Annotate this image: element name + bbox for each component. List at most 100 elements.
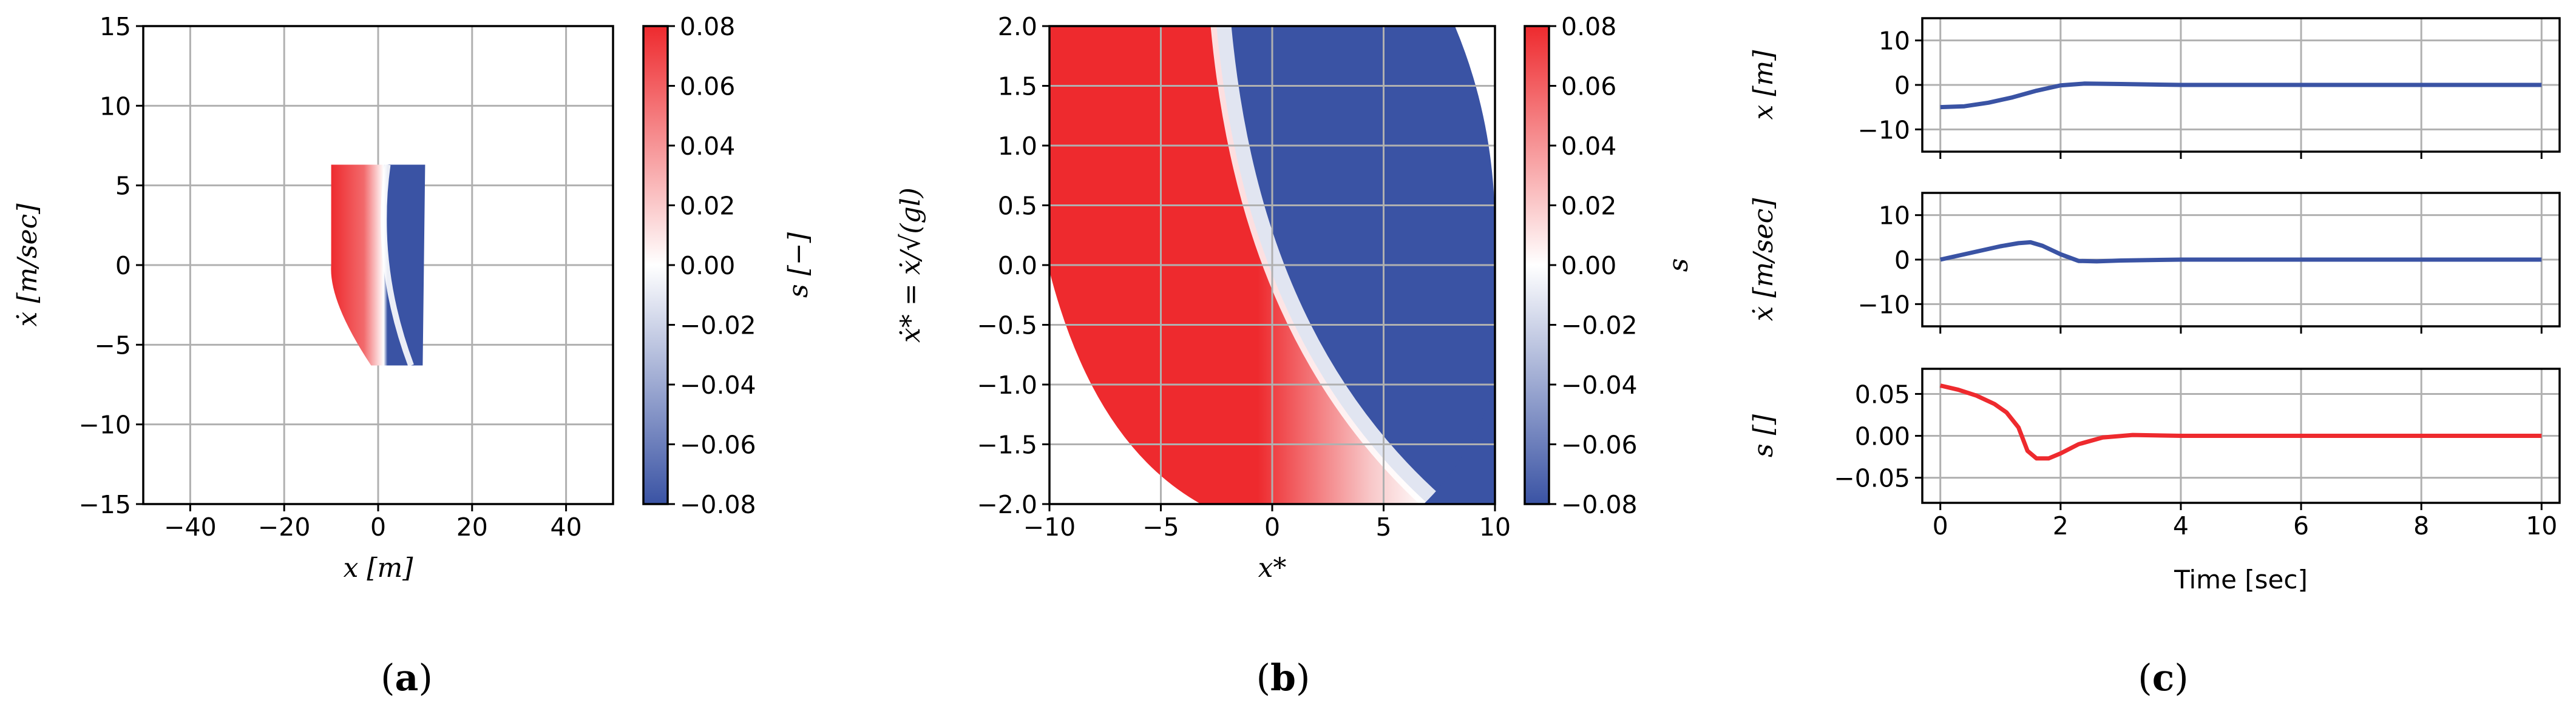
y-tick-label: 0	[1894, 71, 1910, 100]
panel-label-close: )	[2174, 657, 2188, 699]
x-tick-label: 0	[370, 513, 386, 542]
colorbar-tick-label: −0.02	[1561, 311, 1638, 340]
y-tick-label: 0	[115, 251, 131, 280]
y-tick-label: 5	[115, 172, 131, 201]
panel-b-colorbar: 0.08 0.06 0.04 0.02 0.00 −0.02 −0.04 −0.06 −0.08…	[1524, 12, 1694, 519]
panel-c-series-line	[1939, 240, 2542, 264]
x-tick-label: 10	[2526, 511, 2557, 540]
x-axis-label: Time [sec]	[2174, 565, 2308, 594]
panel-label-letter: b	[1270, 657, 1296, 699]
x-tick-label: −20	[258, 513, 311, 542]
x-tick-label: 5	[1375, 513, 1391, 542]
y-tick-label: −2.0	[977, 490, 1037, 519]
x-axis-label: x [m]	[344, 553, 414, 584]
y-tick-label: 2.0	[998, 12, 1037, 41]
y-tick-label: 0.5	[998, 192, 1037, 221]
panel-b-region	[1049, 26, 1495, 504]
colorbar-tick-label: −0.08	[680, 490, 756, 519]
colorbar-label: s [−]	[783, 232, 814, 298]
y-axis-label: x [m]	[1748, 50, 1779, 120]
colorbar-tick-label: 0.00	[1561, 251, 1616, 280]
y-axis-label: ẋ [m/sec]	[1748, 198, 1779, 321]
y-tick-label: 10	[100, 92, 131, 121]
y-tick-label: −10	[1857, 290, 1910, 319]
colorbar-tick-label: −0.06	[680, 431, 756, 460]
x-tick-label: −5	[1142, 513, 1179, 542]
y-tick-label: 10	[1879, 201, 1910, 230]
y-tick-label: 10	[1879, 27, 1910, 56]
y-tick-label: −10	[1857, 115, 1910, 144]
panel-c-1-ticks: 10 0 −10 ẋ [m/sec]	[1748, 192, 2561, 334]
panel-c-0-ticks: 10 0 −10 x [m]	[1748, 17, 2561, 159]
y-axis-label: ẋ* = ẋ/√(gl)	[895, 187, 926, 343]
colorbar-tick-label: −0.04	[1561, 371, 1638, 400]
x-tick-label: −40	[164, 513, 217, 542]
colorbar-tick-label: 0.00	[680, 251, 735, 280]
panel-a-switching-curve	[381, 164, 414, 367]
y-tick-label: 0.0	[998, 251, 1037, 280]
colorbar-gradient	[1524, 25, 1550, 505]
panel-label: (a)	[381, 657, 433, 699]
colorbar-tick-label: 0.06	[1561, 72, 1616, 101]
panel-a-region	[331, 164, 425, 367]
panel-b-blue-bottom-right	[1423, 385, 1495, 504]
x-tick-label: 20	[456, 513, 488, 542]
y-tick-label: 15	[100, 12, 131, 41]
colorbar-tick-label: −0.06	[1561, 431, 1638, 460]
y-tick-label: −5	[95, 331, 131, 360]
y-tick-label: 0	[1894, 246, 1910, 275]
colorbar-gradient	[642, 25, 669, 505]
panel-label: (c)	[2138, 657, 2188, 699]
panel-label-open: (	[1256, 657, 1270, 699]
colorbar-tick-label: 0.04	[680, 132, 735, 161]
y-tick-label: −1.0	[977, 371, 1037, 400]
y-tick-label: −0.5	[977, 311, 1037, 340]
y-tick-label: 1.5	[998, 72, 1037, 101]
colorbar-tick-label: 0.06	[680, 72, 735, 101]
colorbar-tick-label: 0.04	[1561, 132, 1616, 161]
x-tick-label: 4	[2173, 511, 2189, 540]
colorbar-tick-label: −0.02	[680, 311, 756, 340]
panel-c-2-ticks: 0 2 4 6 8 10 0.05 0.00 −0.05 s []	[1748, 368, 2561, 540]
colorbar-tick-label: 0.02	[1561, 192, 1616, 221]
colorbar-tick-label: −0.08	[1561, 490, 1638, 519]
y-tick-label: 1.0	[998, 132, 1037, 161]
y-tick-label: 0.05	[1855, 380, 1910, 409]
x-tick-label: −10	[1023, 513, 1076, 542]
panel-label-letter: a	[395, 657, 419, 699]
panel-a-ticks: −40 −20 0 20 40 −15 −10 −5 0 5 10 15 x [m] ẋ [m/sec]	[12, 12, 614, 584]
x-tick-label: 8	[2413, 511, 2429, 540]
y-tick-label: −1.5	[977, 431, 1037, 460]
x-tick-label: 10	[1479, 513, 1511, 542]
panel-label-close: )	[418, 657, 432, 699]
y-tick-label: −0.05	[1834, 464, 1910, 493]
y-axis-label: ẋ [m/sec]	[12, 203, 43, 327]
colorbar-label: s	[1663, 258, 1694, 272]
colorbar-tick-label: 0.08	[1561, 12, 1616, 41]
x-tick-label: 0	[1933, 511, 1948, 540]
panel-c-series-line	[1940, 81, 2542, 110]
panel-label-close: )	[1296, 657, 1310, 699]
panel-b-ticks: −10 −5 0 5 10 2.0 1.5 1.0 0.5 0.0 −0.5 −1.0 −1.5 −2.0…	[895, 12, 1511, 584]
panel-label: (b)	[1256, 657, 1310, 699]
x-tick-label: 40	[551, 513, 582, 542]
colorbar-tick-label: −0.04	[680, 371, 756, 400]
colorbar-tick-label: 0.02	[680, 192, 735, 221]
y-tick-label: −15	[78, 490, 131, 519]
panel-a-heatmap-region	[331, 164, 425, 366]
panel-label-open: (	[2138, 657, 2152, 699]
x-tick-label: 6	[2293, 511, 2309, 540]
colorbar-tick-label: 0.08	[680, 12, 735, 41]
panel-label-open: (	[381, 657, 395, 699]
x-axis-label: x*	[1258, 553, 1287, 584]
panel-b-outside-bottom-left	[1049, 271, 1201, 504]
x-tick-label: 2	[2053, 511, 2069, 540]
panel-c-series-line	[1939, 383, 2542, 461]
y-tick-label: 0.00	[1855, 422, 1910, 451]
y-tick-label: −10	[78, 411, 131, 440]
panel-a-colorbar: 0.08 0.06 0.04 0.02 0.00 −0.02 −0.04 −0.06 −0.08…	[642, 12, 814, 519]
y-axis-label: s []	[1748, 414, 1779, 457]
panel-label-letter: c	[2152, 657, 2175, 699]
panel-b-outside-top-right	[1454, 26, 1495, 229]
